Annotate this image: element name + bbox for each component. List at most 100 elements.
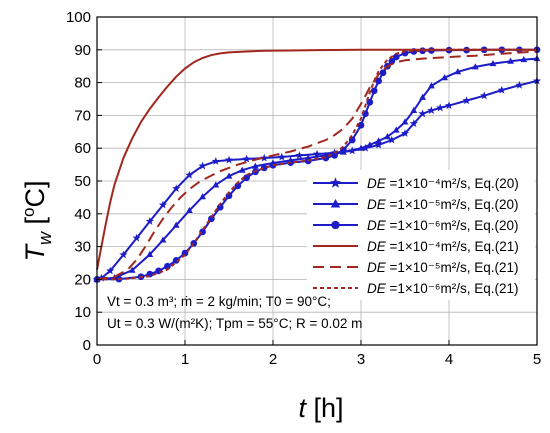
triangle-marker	[489, 59, 497, 67]
triangle-marker	[159, 236, 167, 243]
legend-item: DE =1×10⁻⁵m²/s, Eq.(21)	[313, 260, 519, 275]
y-axis-symbol: T	[20, 243, 50, 262]
legend-item: DE =1×10⁻⁴m²/s, Eq.(21)	[313, 239, 519, 254]
y-tick-label: 60	[74, 140, 91, 157]
legend-symbol: DE	[367, 218, 387, 233]
star-marker	[329, 177, 342, 188]
legend-label: DE =1×10⁻⁶m²/s, Eq.(20)	[367, 218, 519, 233]
triangle-marker	[419, 93, 427, 100]
y-axis-subscript: w	[35, 231, 55, 245]
series-5	[96, 50, 538, 281]
legend-label: DE =1×10⁻⁴m²/s, Eq.(21)	[367, 239, 519, 254]
x-tick-label: 2	[269, 351, 277, 368]
circle-marker	[164, 262, 171, 270]
star-marker	[185, 170, 194, 179]
star-marker	[211, 157, 220, 165]
y-tick-label: 40	[74, 206, 91, 223]
series-1	[92, 76, 542, 283]
triangle-marker	[507, 57, 515, 64]
triangle-marker	[199, 193, 207, 200]
y-axis-unit-sup: o	[19, 208, 38, 217]
triangle-marker	[392, 126, 400, 133]
circle-marker	[392, 53, 400, 61]
triangle-marker	[520, 56, 528, 63]
star-marker	[515, 80, 524, 89]
star-marker	[242, 154, 251, 163]
legend-symbol: DE	[367, 281, 387, 296]
y-tick-label: 90	[74, 42, 91, 59]
x-tick-label: 3	[357, 351, 365, 368]
triangle-marker	[427, 82, 435, 89]
y-tick-label: 80	[74, 75, 91, 92]
triangle-marker	[366, 141, 374, 148]
star-marker	[427, 106, 436, 114]
legend-symbol: DE	[367, 260, 387, 275]
star-marker	[436, 103, 445, 112]
legend: DE =1×10⁻⁴m²/s, Eq.(20)DE =1×10⁻⁵m²/s, E…	[307, 170, 535, 300]
star-marker	[387, 135, 396, 144]
legend-symbol: DE	[367, 239, 387, 254]
series-4	[96, 48, 537, 270]
legend-label: DE =1×10⁻⁵m²/s, Eq.(20)	[367, 197, 519, 212]
star-marker	[260, 153, 269, 162]
star-marker	[172, 184, 181, 193]
legend-background	[307, 170, 535, 300]
triangle-marker	[454, 68, 462, 75]
parameter-line-1: Vt = 0.3 m³; ṁ = 2 kg/min; T0 = 90°C;	[107, 294, 331, 309]
star-marker	[224, 155, 234, 164]
legend-label: DE =1×10⁻⁶m²/s, Eq.(21)	[367, 281, 519, 296]
series-line	[96, 50, 538, 281]
triangle-marker	[401, 118, 409, 125]
x-axis-unit: [h]	[314, 393, 344, 423]
triangle-marker	[238, 166, 246, 173]
triangle-marker	[375, 137, 383, 144]
triangle-marker	[410, 106, 418, 113]
legend-label: DE =1×10⁻⁴m²/s, Eq.(20)	[367, 176, 519, 191]
triangle-marker	[330, 199, 341, 208]
star-marker	[295, 151, 304, 159]
x-axis-title: t [h]	[298, 393, 343, 423]
star-marker	[145, 217, 154, 225]
legend-symbol: DE	[367, 176, 387, 191]
triangle-marker	[251, 162, 259, 169]
circle-marker	[208, 215, 215, 223]
triangle-marker	[185, 206, 193, 214]
circle-marker	[331, 220, 340, 230]
legend-item: DE =1×10⁻⁴m²/s, Eq.(20)	[313, 176, 519, 191]
x-tick-label: 0	[93, 351, 101, 368]
legend-value: =1×10⁻⁴m²/s, Eq.(21)	[386, 239, 519, 254]
y-tick-label: 0	[83, 337, 91, 354]
star-marker	[418, 109, 427, 118]
circle-marker	[243, 174, 250, 182]
y-tick-label: 100	[66, 9, 91, 26]
legend-value: =1×10⁻⁵m²/s, Eq.(20)	[386, 197, 519, 212]
triangle-marker	[128, 266, 136, 273]
legend-symbol: DE	[367, 197, 387, 212]
triangle-marker	[383, 133, 391, 140]
x-tick-label: 5	[533, 351, 541, 368]
x-tick-labels: 0 1 2 3 4 5	[93, 340, 541, 368]
legend-item: DE =1×10⁻⁶m²/s, Eq.(21)	[313, 281, 519, 296]
star-marker	[400, 129, 410, 137]
circle-marker	[234, 182, 242, 190]
star-marker	[497, 85, 506, 94]
circle-marker	[366, 98, 374, 106]
series-group	[92, 46, 542, 283]
star-marker	[444, 101, 454, 110]
x-tick-label: 1	[181, 351, 189, 368]
circle-marker	[379, 69, 387, 77]
legend-item: DE =1×10⁻⁶m²/s, Eq.(20)	[313, 218, 519, 233]
star-marker	[361, 143, 370, 152]
star-marker	[480, 91, 489, 100]
star-marker	[409, 119, 418, 128]
legend-label: DE =1×10⁻⁵m²/s, Eq.(21)	[367, 260, 519, 275]
legend-item: DE =1×10⁻⁵m²/s, Eq.(20)	[313, 197, 519, 212]
y-axis-unit-open: [	[20, 216, 50, 224]
circle-marker	[375, 77, 382, 85]
star-marker	[462, 96, 471, 105]
star-marker	[158, 200, 168, 209]
triangle-marker	[357, 144, 365, 151]
parameter-line-2: Ut = 0.3 W/(m²K); Tpm = 55°C; R = 0.02 m	[107, 316, 362, 331]
star-marker	[198, 161, 207, 170]
series-6	[96, 48, 537, 281]
